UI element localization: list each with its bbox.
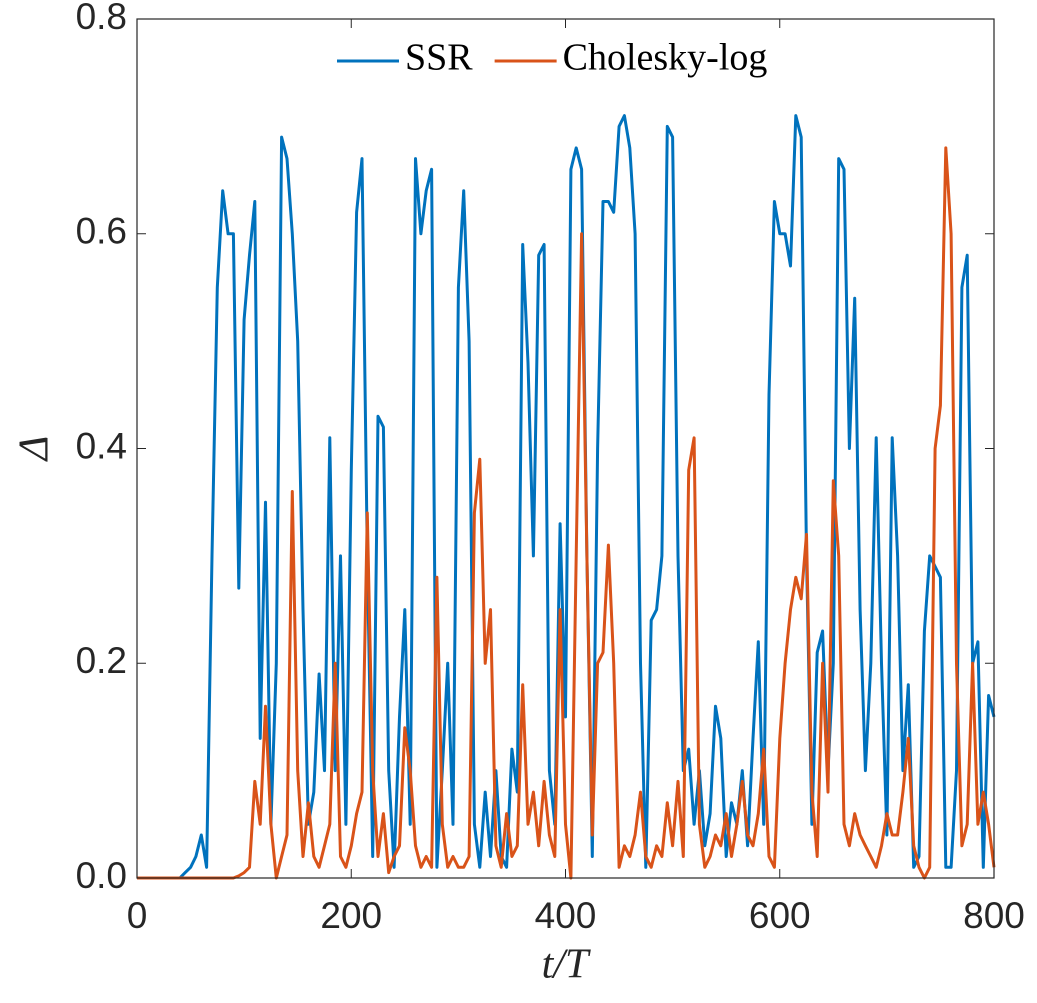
x-tick-label: 600 bbox=[749, 895, 811, 936]
x-axis-label: t/T bbox=[542, 942, 591, 988]
y-tick-label: 0.2 bbox=[76, 640, 127, 681]
y-tick-label: 0.0 bbox=[76, 855, 127, 896]
y-tick-label: 0.6 bbox=[76, 211, 127, 252]
y-tick-label: 0.4 bbox=[76, 425, 127, 466]
legend-label: SSR bbox=[405, 37, 473, 79]
y-axis-label: Δ bbox=[12, 436, 58, 463]
y-tick-label: 0.8 bbox=[76, 0, 127, 37]
legend-label: Cholesky-log bbox=[563, 37, 768, 79]
x-tick-label: 200 bbox=[320, 895, 382, 936]
data-line bbox=[137, 146, 996, 880]
axes-box bbox=[136, 18, 995, 879]
data-line bbox=[137, 114, 996, 880]
x-tick-label: 800 bbox=[963, 895, 1025, 936]
x-tick-label: 0 bbox=[127, 895, 148, 936]
x-tick-label: 400 bbox=[535, 895, 597, 936]
